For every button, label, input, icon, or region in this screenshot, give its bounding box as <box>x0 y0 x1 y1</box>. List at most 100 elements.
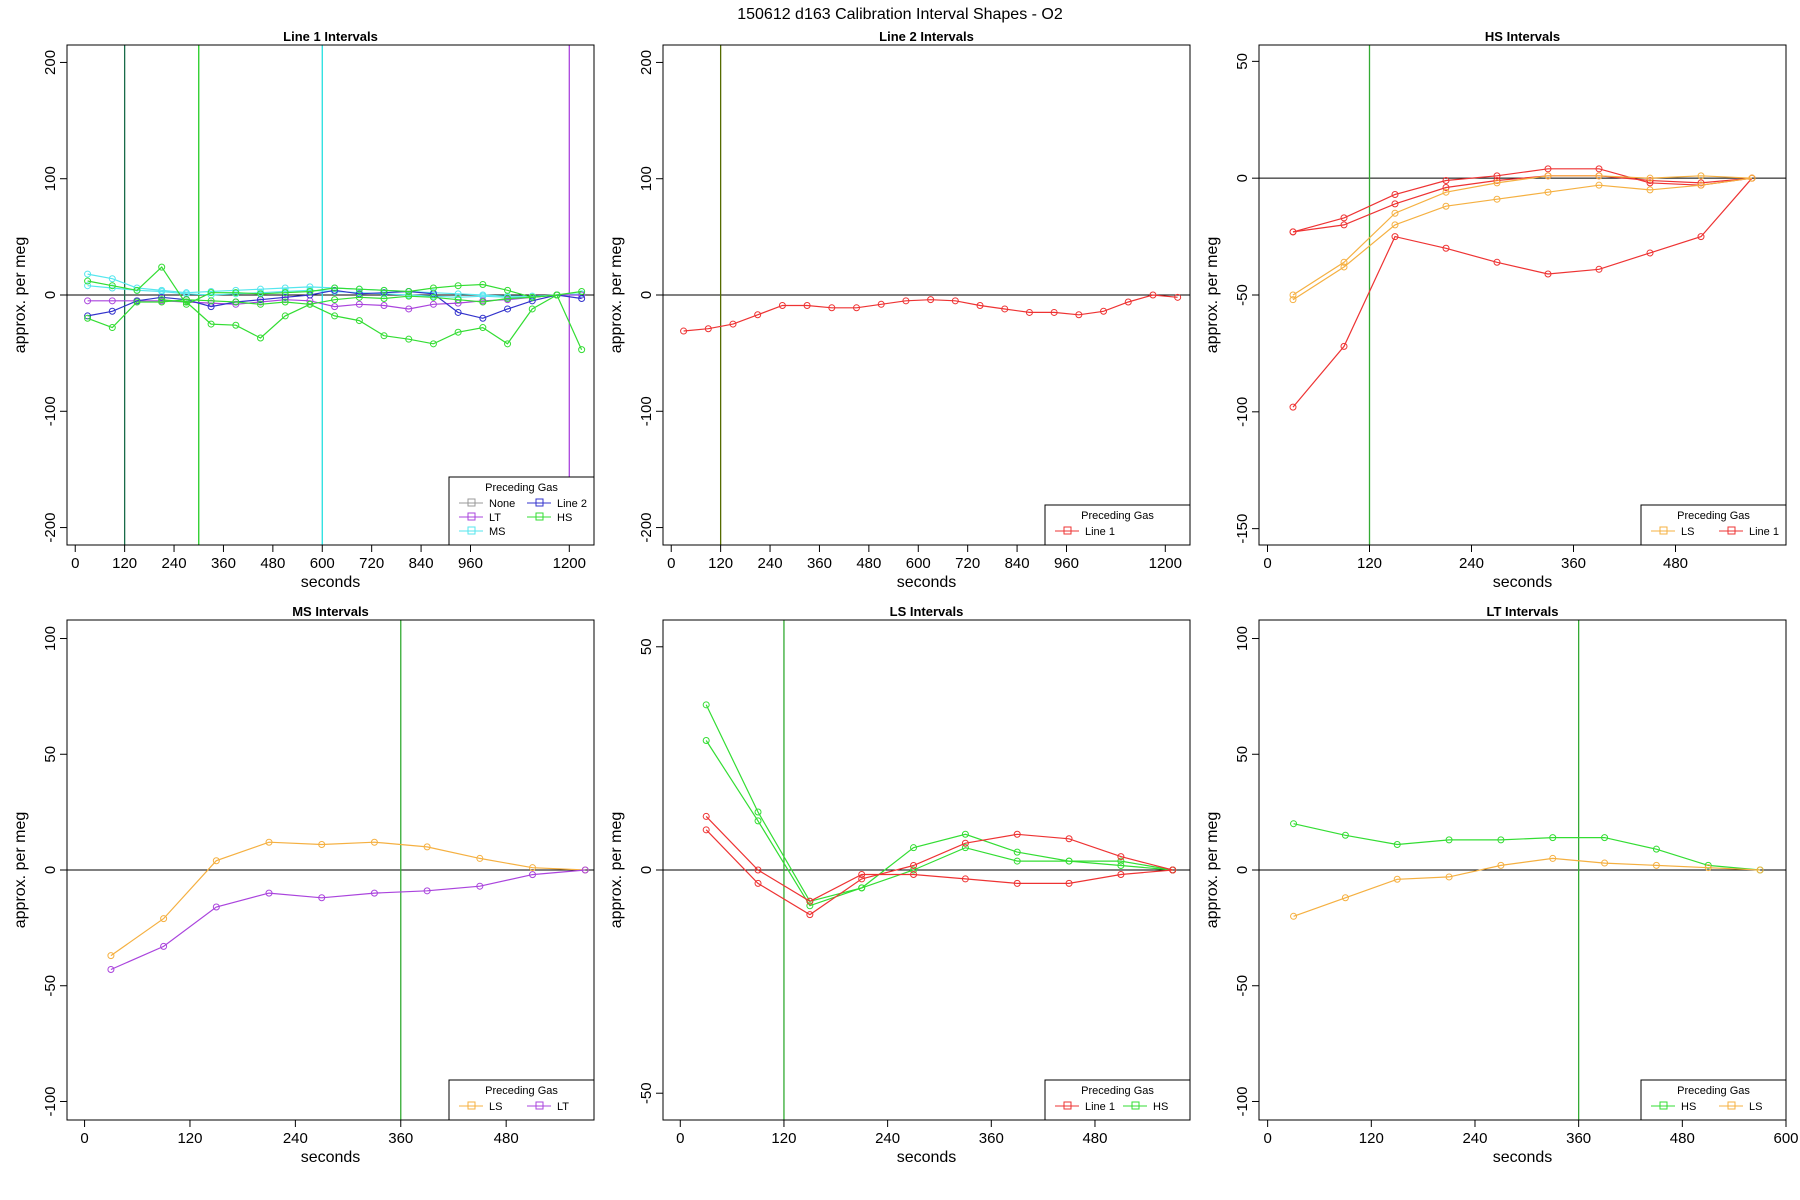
data-point <box>1174 293 1182 301</box>
data-point <box>1100 307 1108 315</box>
x-tick-label: 480 <box>494 1130 519 1147</box>
data-point <box>84 282 92 290</box>
data-point <box>281 296 289 304</box>
series-line <box>1292 177 1753 301</box>
data-point <box>1601 859 1609 867</box>
data-point <box>729 320 737 328</box>
series-line <box>705 740 1173 907</box>
data-point <box>331 286 339 294</box>
legend-label: LT <box>557 1101 569 1113</box>
data-point <box>529 871 537 879</box>
legend-marker <box>1131 1101 1140 1110</box>
data-point <box>504 294 512 302</box>
data-point <box>1497 836 1505 844</box>
data-point <box>1646 186 1654 194</box>
data-point <box>1050 308 1058 316</box>
legend-marker <box>1063 526 1072 535</box>
series-line <box>87 294 583 350</box>
data-point <box>1544 172 1552 180</box>
data-point <box>1442 244 1450 252</box>
y-tick-label: 200 <box>42 50 59 75</box>
data-point <box>1065 879 1073 887</box>
data-point <box>1340 258 1348 266</box>
data-point <box>1117 857 1125 865</box>
data-point <box>1704 861 1712 869</box>
y-tick-label: 0 <box>638 291 655 299</box>
data-point <box>160 942 168 950</box>
data-point <box>1013 879 1021 887</box>
y-tick-label: 50 <box>1234 53 1251 70</box>
data-point <box>1646 179 1654 187</box>
plot-area <box>1259 620 1786 1120</box>
data-point <box>1013 848 1021 856</box>
data-point <box>355 285 363 293</box>
data-point <box>108 284 116 292</box>
data-point <box>1497 861 1505 869</box>
legend-marker <box>535 1101 544 1110</box>
x-tick-label: 240 <box>875 1130 900 1147</box>
data-point <box>1117 870 1125 878</box>
data-point <box>380 301 388 309</box>
data-point <box>479 281 487 289</box>
data-point <box>257 300 265 308</box>
data-point <box>108 275 116 283</box>
y-axis-label: approx. per meg <box>12 812 29 929</box>
data-point <box>910 866 918 874</box>
x-tick-label: 720 <box>955 555 980 572</box>
x-tick-label: 120 <box>177 1130 202 1147</box>
data-point <box>1652 845 1660 853</box>
data-point <box>423 887 431 895</box>
data-point <box>232 300 240 308</box>
series-line <box>110 869 586 971</box>
legend-title: Preceding Gas <box>1081 1085 1154 1097</box>
data-point <box>1493 258 1501 266</box>
data-point <box>581 866 589 874</box>
data-point <box>1391 233 1399 241</box>
data-point <box>133 286 141 294</box>
data-point <box>306 300 314 308</box>
x-axis-label: seconds <box>1493 1149 1553 1166</box>
x-tick-label: 600 <box>1773 1130 1798 1147</box>
panel-title: Line 1 Intervals <box>283 29 378 44</box>
data-point <box>528 293 536 301</box>
data-point <box>1697 179 1705 187</box>
x-tick-label: 720 <box>359 555 384 572</box>
legend-label: MS <box>489 526 506 538</box>
legend-label: None <box>489 498 515 510</box>
plot-area <box>663 45 1190 545</box>
series-line <box>1293 857 1761 917</box>
data-point <box>1748 174 1756 182</box>
data-point <box>1442 188 1450 196</box>
data-point <box>806 911 814 919</box>
legend-label: HS <box>1681 1101 1696 1113</box>
data-point <box>454 308 462 316</box>
x-tick-label: 360 <box>979 1130 1004 1147</box>
data-point <box>754 808 762 816</box>
data-point <box>1445 873 1453 881</box>
data-point <box>1289 296 1297 304</box>
legend-marker <box>467 498 476 507</box>
legend: Preceding Gas LS LT <box>448 1079 595 1121</box>
y-tick-label: 0 <box>1234 174 1251 182</box>
x-axis-label: seconds <box>301 1149 361 1166</box>
data-point <box>479 298 487 306</box>
data-point <box>331 312 339 320</box>
x-tick-label: 360 <box>1561 555 1586 572</box>
series-line <box>87 289 582 319</box>
data-point <box>976 301 984 309</box>
data-point <box>1340 214 1348 222</box>
data-point <box>331 296 339 304</box>
data-point <box>476 882 484 890</box>
y-tick-label: 100 <box>42 626 59 651</box>
data-point <box>1290 912 1298 920</box>
data-point <box>1001 305 1009 313</box>
data-point <box>1493 172 1501 180</box>
legend-label: LT <box>489 512 501 524</box>
legend-marker <box>467 526 476 535</box>
data-point <box>331 303 339 311</box>
legend-title: Preceding Gas <box>1677 1085 1750 1097</box>
data-point <box>1646 177 1654 185</box>
data-point <box>1493 195 1501 203</box>
y-tick-label: -200 <box>42 513 59 543</box>
legend-title: Preceding Gas <box>1677 510 1750 522</box>
